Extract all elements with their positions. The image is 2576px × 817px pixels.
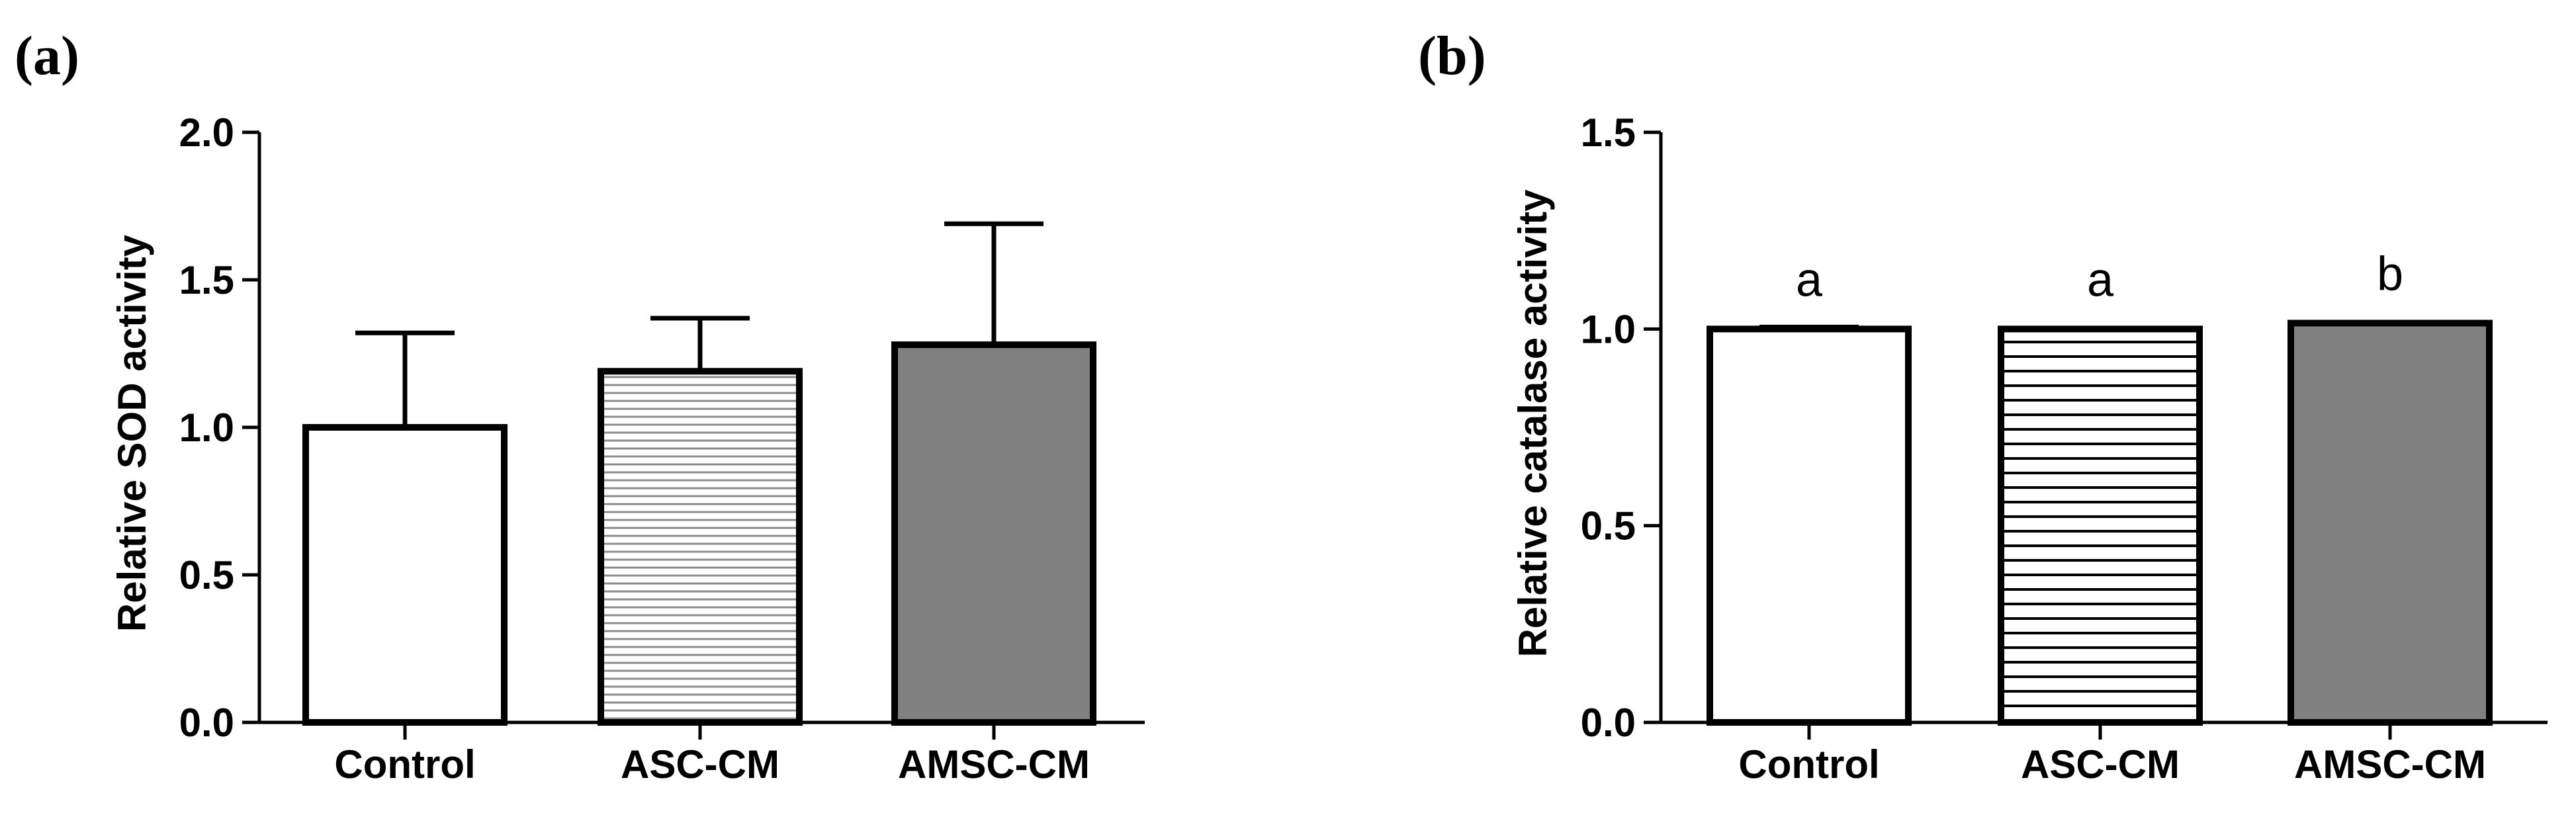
panel-a-bar-amsc-cm xyxy=(891,341,1096,726)
panel-a-y-tick-label: 2.0 xyxy=(179,110,234,155)
panel-b-bar-control xyxy=(1707,325,1912,726)
panel-b-y-tick-label: 1.0 xyxy=(1581,307,1636,351)
panel-b-plot: 0.0 0.5 1.0 1.5 Control a ASC-CM a AMSC-CM b xyxy=(1581,110,2548,787)
panel-b-category-label: Control xyxy=(1738,742,1879,787)
panel-b-category-label: AMSC-CM xyxy=(2294,742,2486,787)
panel-b-significance-letter: a xyxy=(1796,253,1823,306)
panel-b-y-tick-label: 1.5 xyxy=(1581,110,1636,155)
panel-a-plot: 0.0 0.5 1.0 1.5 2.0 Control ASC-CM AMSC-CM xyxy=(179,110,1145,787)
panel-a: (a) Relative SOD activity 0.0 0.5 1.0 1.5 2.… xyxy=(15,25,1145,787)
panel-b-y-axis-title: Relative catalase activity xyxy=(1511,189,1555,658)
panel-b-bar-asc-cm xyxy=(1998,325,2203,726)
panel-a-category-label: ASC-CM xyxy=(621,742,779,787)
panel-a-category-label: AMSC-CM xyxy=(898,742,1090,787)
panel-a-y-tick-label: 1.5 xyxy=(179,258,234,302)
panel-a-category-label: Control xyxy=(334,742,475,787)
panel-a-bar-control xyxy=(302,424,508,726)
panel-a-y-tick-label: 0.5 xyxy=(179,553,234,597)
panel-a-bar-asc-cm xyxy=(598,368,803,726)
panel-a-y-tick-label: 1.0 xyxy=(179,406,234,450)
panel-a-y-axis-title: Relative SOD activity xyxy=(110,234,154,632)
panel-b: (b) Relative catalase activity 0.0 0.5 1.0… xyxy=(1418,25,2548,787)
panel-b-significance-letter: b xyxy=(2377,247,2403,300)
panel-b-y-tick-label: 0.0 xyxy=(1581,701,1636,745)
panel-b-label: (b) xyxy=(1418,25,1486,87)
panel-b-significance-letter: a xyxy=(2087,253,2114,306)
panel-b-bar-amsc-cm xyxy=(2287,320,2493,726)
panel-a-label: (a) xyxy=(15,25,79,87)
panel-b-y-tick-label: 0.5 xyxy=(1581,504,1636,548)
panel-a-y-tick-label: 0.0 xyxy=(179,701,234,745)
panel-b-category-label: ASC-CM xyxy=(2021,742,2180,787)
